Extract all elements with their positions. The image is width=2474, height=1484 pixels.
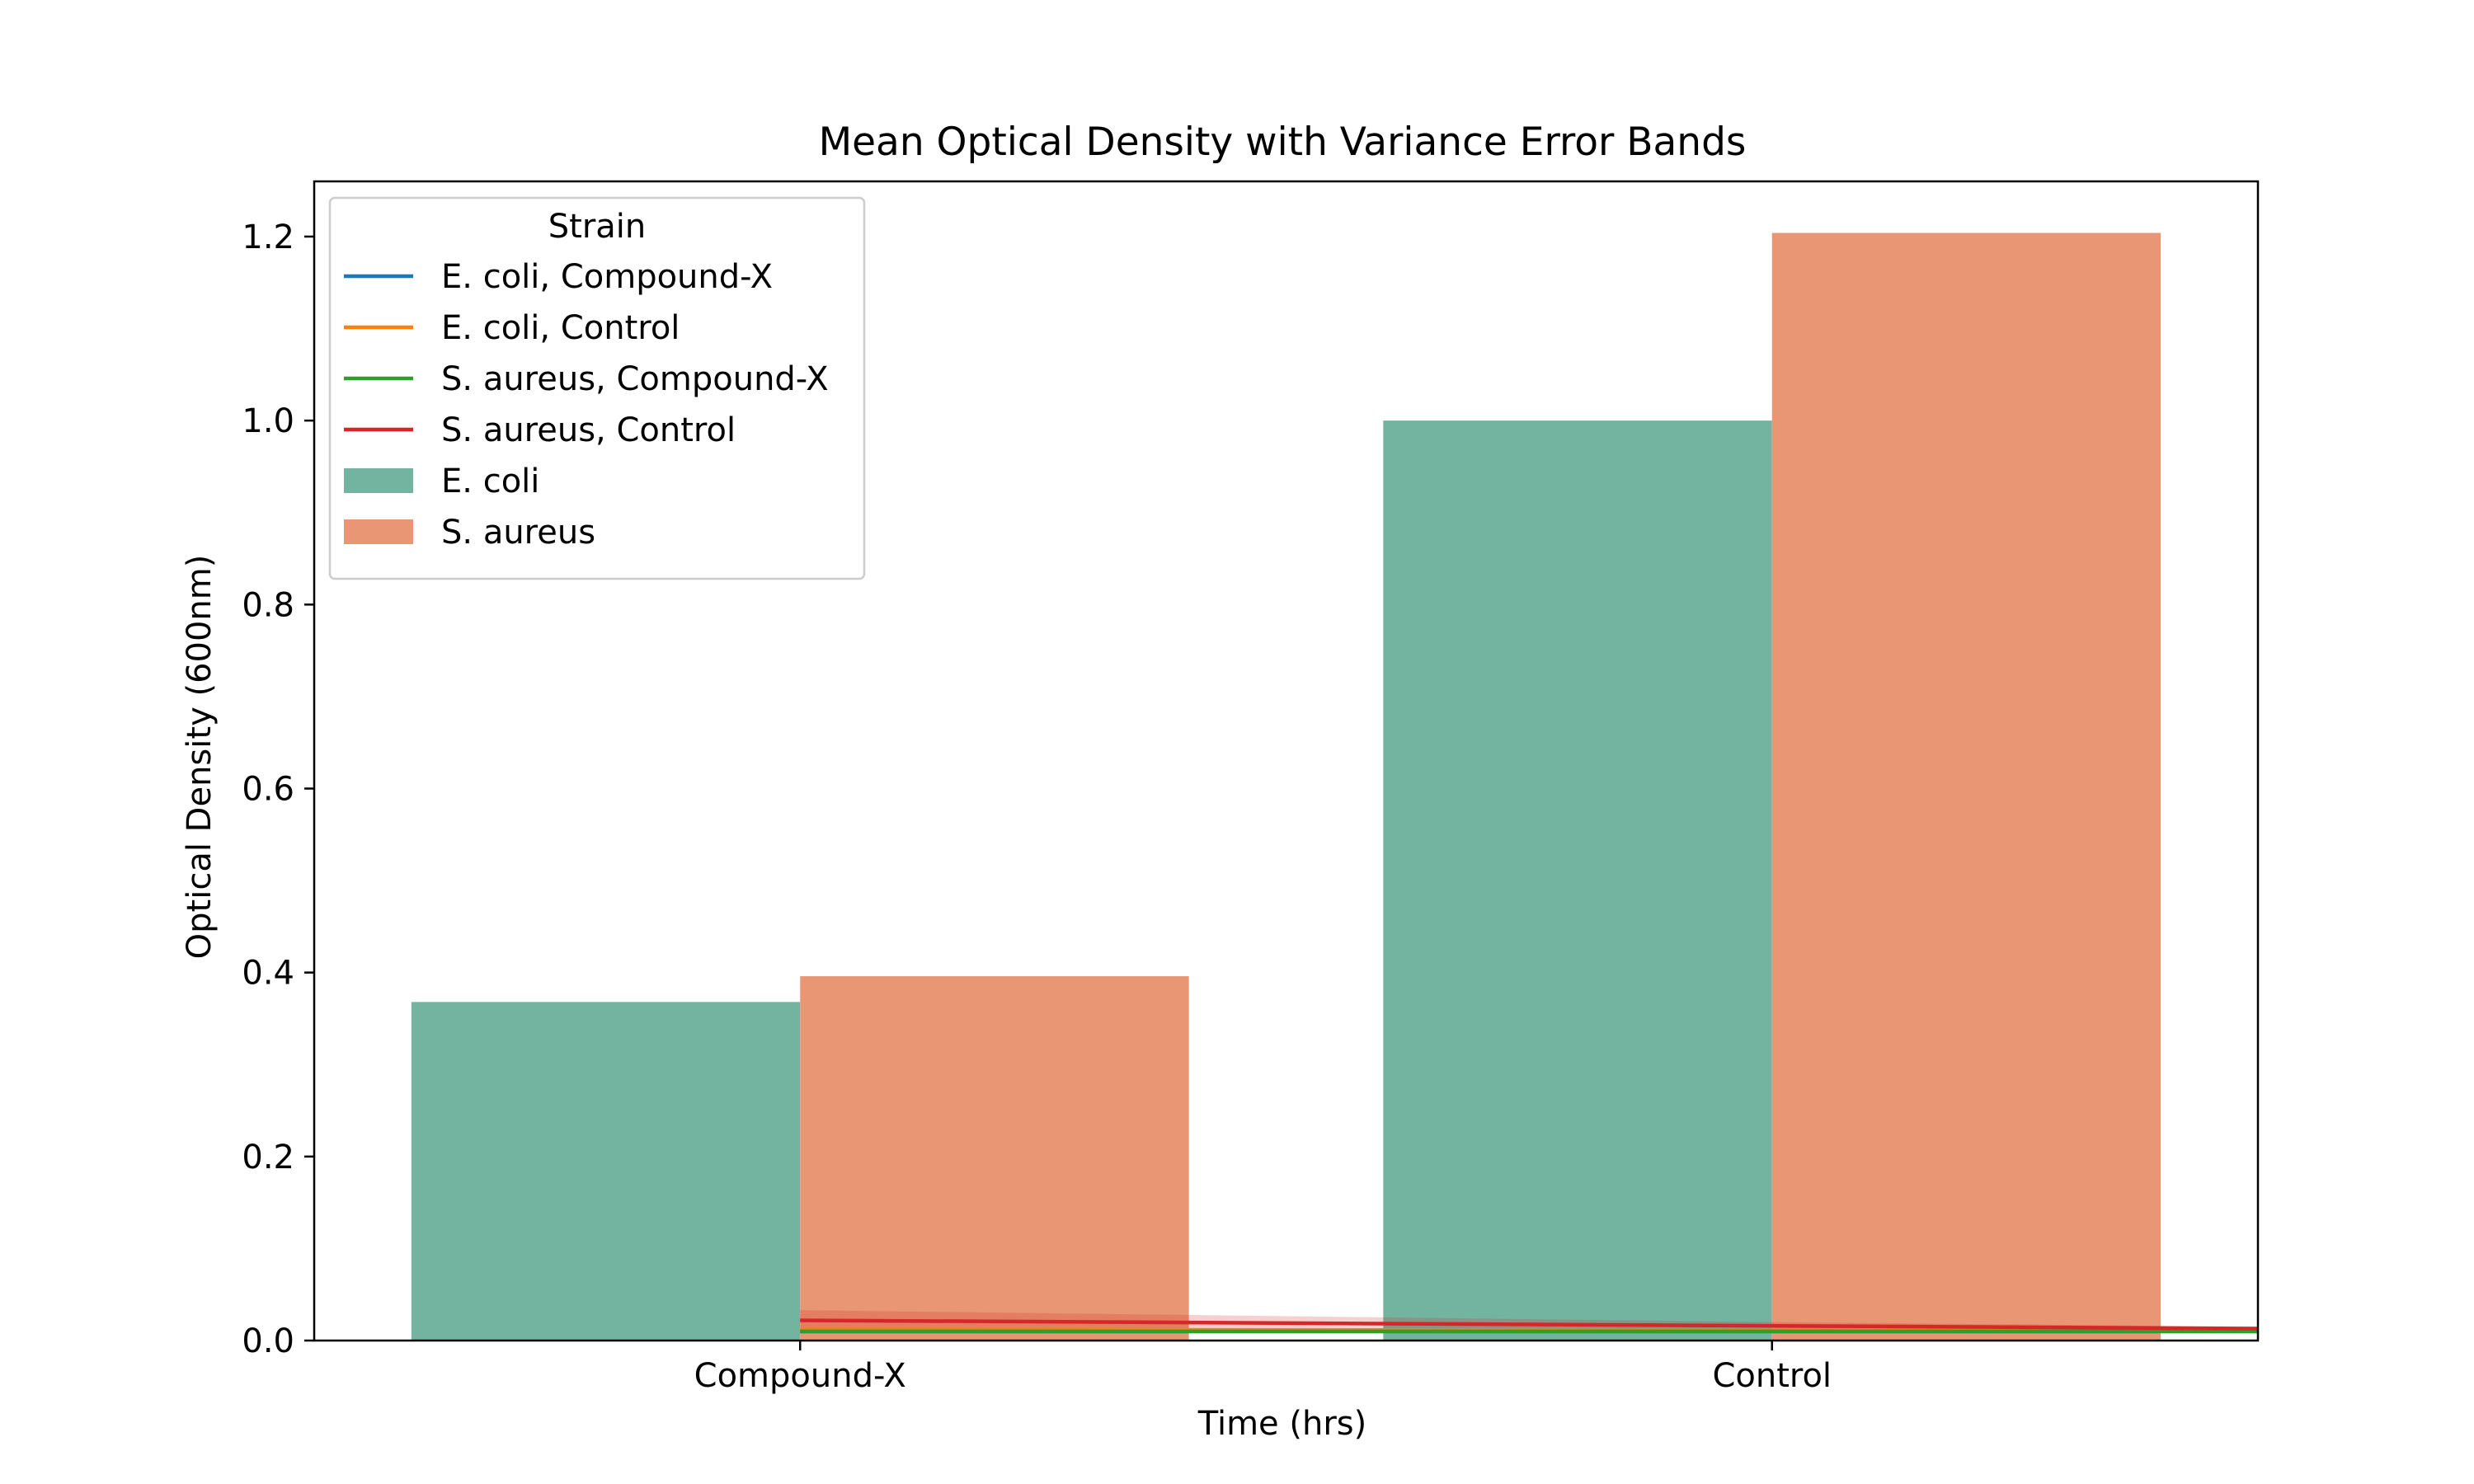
legend-swatch-s-aureus bbox=[344, 519, 413, 544]
bar-s-aureus-control bbox=[1771, 232, 2161, 1341]
y-tick-label: 0.6 bbox=[242, 770, 294, 808]
y-tick-label: 0.4 bbox=[242, 955, 294, 993]
axes-frame bbox=[313, 180, 2260, 1342]
legend-label-e-coli-compound-x: E. coli, Compound-X bbox=[441, 258, 773, 296]
y-tick-label: 1.0 bbox=[242, 402, 294, 440]
bar-e-coli-control bbox=[1383, 420, 1772, 1341]
bar-e-coli-compound-x bbox=[411, 1002, 801, 1341]
x-tick-label: Control bbox=[1712, 1357, 1832, 1395]
legend-title: Strain bbox=[548, 208, 647, 246]
chart-title: Mean Optical Density with Variance Error… bbox=[819, 120, 1747, 165]
y-tick-label: 0.2 bbox=[242, 1139, 294, 1176]
legend-label-s-aureus-compound-x: S. aureus, Compound-X bbox=[441, 360, 829, 398]
legend-label-e-coli: E. coli bbox=[441, 463, 539, 500]
legend-label-s-aureus-control: S. aureus, Control bbox=[441, 411, 736, 449]
bar-s-aureus-compound-x bbox=[800, 976, 1189, 1341]
y-tick-label: 1.2 bbox=[242, 218, 294, 256]
y-tick-label: 0.0 bbox=[242, 1322, 294, 1360]
x-axis-label: Time (hrs) bbox=[1197, 1405, 1366, 1443]
y-axis-label: Optical Density (600nm) bbox=[181, 555, 219, 960]
y-tick-label: 0.8 bbox=[242, 586, 294, 624]
legend-swatch-e-coli bbox=[344, 468, 413, 493]
legend-box bbox=[328, 196, 866, 580]
line-s-aureus-control bbox=[800, 1318, 2259, 1331]
x-tick-label: Compound-X bbox=[694, 1357, 906, 1395]
legend-label-s-aureus: S. aureus bbox=[441, 514, 595, 552]
plot-area: 0.0 0.2 0.4 0.6 0.8 1.0 1.2 Compound-X Control bbox=[242, 180, 2260, 1395]
legend-label-e-coli-control: E. coli, Control bbox=[441, 309, 680, 347]
legend: Strain E. coli, Compound-X E. coli, Contro… bbox=[328, 196, 866, 580]
